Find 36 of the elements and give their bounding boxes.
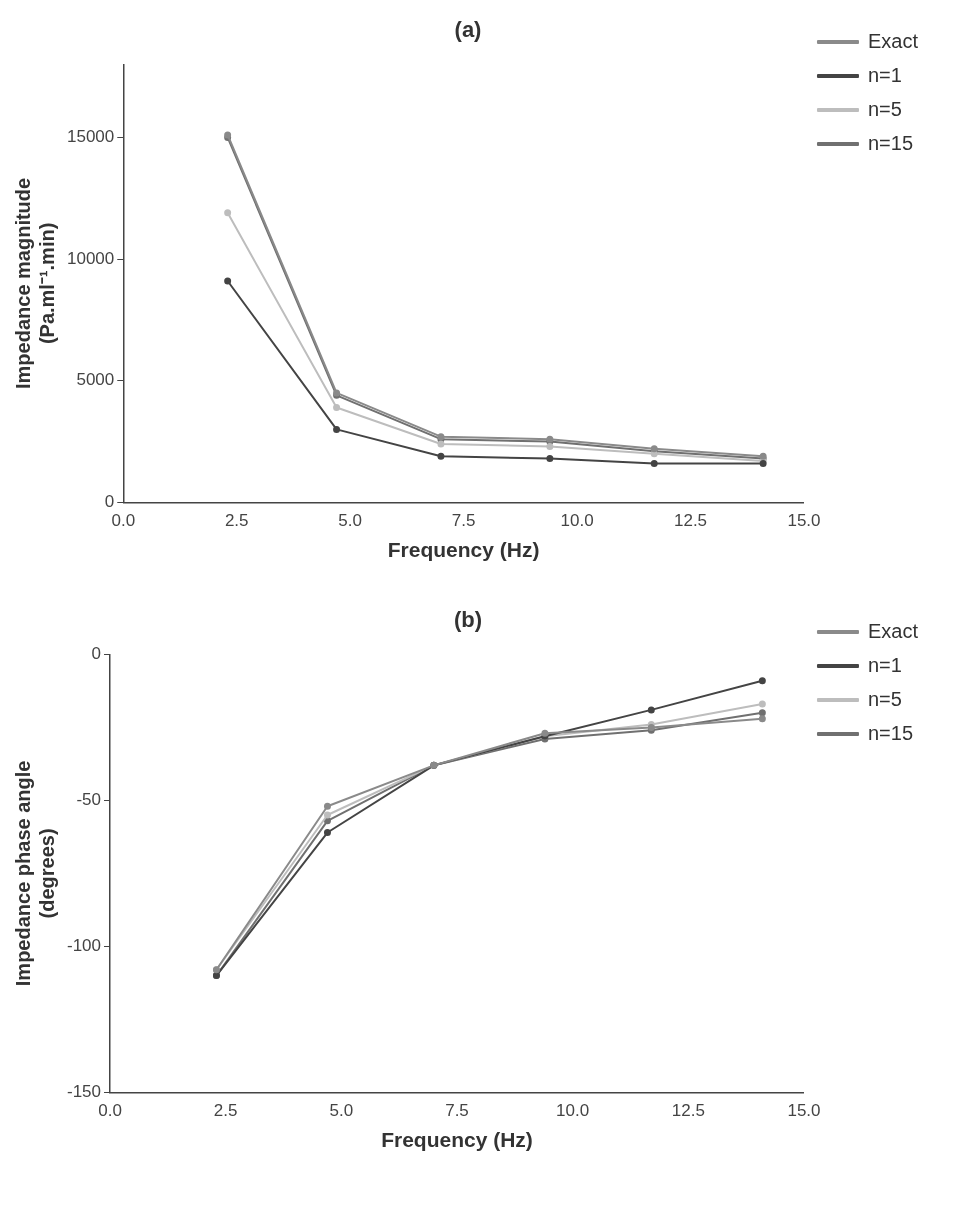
x-tick-label: 10.0 bbox=[560, 511, 594, 531]
legend-label: n=1 bbox=[867, 653, 902, 676]
x-tick-label: 2.5 bbox=[224, 511, 249, 531]
legend-label: Exact bbox=[867, 619, 919, 642]
x-tick-label: 5.0 bbox=[329, 1101, 354, 1121]
x-tick-label: 7.5 bbox=[451, 511, 476, 531]
y-tick-label: -100 bbox=[66, 936, 102, 956]
y-tick-label: -50 bbox=[76, 790, 102, 810]
y-axis-title: Impedance phase angle (degrees) bbox=[11, 760, 58, 987]
x-tick-label: 5.0 bbox=[338, 511, 362, 531]
x-tick-label: 10.0 bbox=[556, 1101, 590, 1121]
y-tick-label: -150 bbox=[66, 1082, 102, 1102]
x-tick-label: 12.5 bbox=[673, 511, 708, 531]
legend-label: n=5 bbox=[867, 687, 902, 710]
legend-label: n=1 bbox=[867, 63, 902, 86]
legend-label: n=5 bbox=[867, 97, 902, 120]
x-tick-label: 0.0 bbox=[111, 511, 136, 531]
x-axis-title: Frequency (Hz) bbox=[381, 1128, 533, 1152]
y-tick-label: 15000 bbox=[66, 127, 115, 147]
y-axis-title: Impedance magnitude (Pa.ml⁻¹.min) bbox=[11, 177, 58, 389]
y-tick-label: 5000 bbox=[76, 370, 115, 390]
x-axis-title: Frequency (Hz) bbox=[387, 538, 540, 562]
x-tick-label: 15.0 bbox=[787, 1101, 821, 1121]
legend-label: n=15 bbox=[867, 721, 914, 744]
x-tick-label: 2.5 bbox=[213, 1101, 238, 1121]
legend-label: n=15 bbox=[867, 131, 914, 154]
y-tick-label: 0 bbox=[91, 644, 102, 664]
y-tick-label: 10000 bbox=[66, 248, 115, 268]
chart-title: (a) bbox=[454, 17, 482, 43]
y-tick-label: 0 bbox=[104, 492, 115, 512]
x-tick-label: 15.0 bbox=[787, 511, 821, 531]
chart-title: (b) bbox=[453, 607, 483, 633]
x-tick-label: 7.5 bbox=[445, 1101, 469, 1121]
legend-label: Exact bbox=[867, 29, 919, 52]
x-tick-label: 0.0 bbox=[98, 1101, 122, 1121]
x-tick-label: 12.5 bbox=[671, 1101, 705, 1121]
